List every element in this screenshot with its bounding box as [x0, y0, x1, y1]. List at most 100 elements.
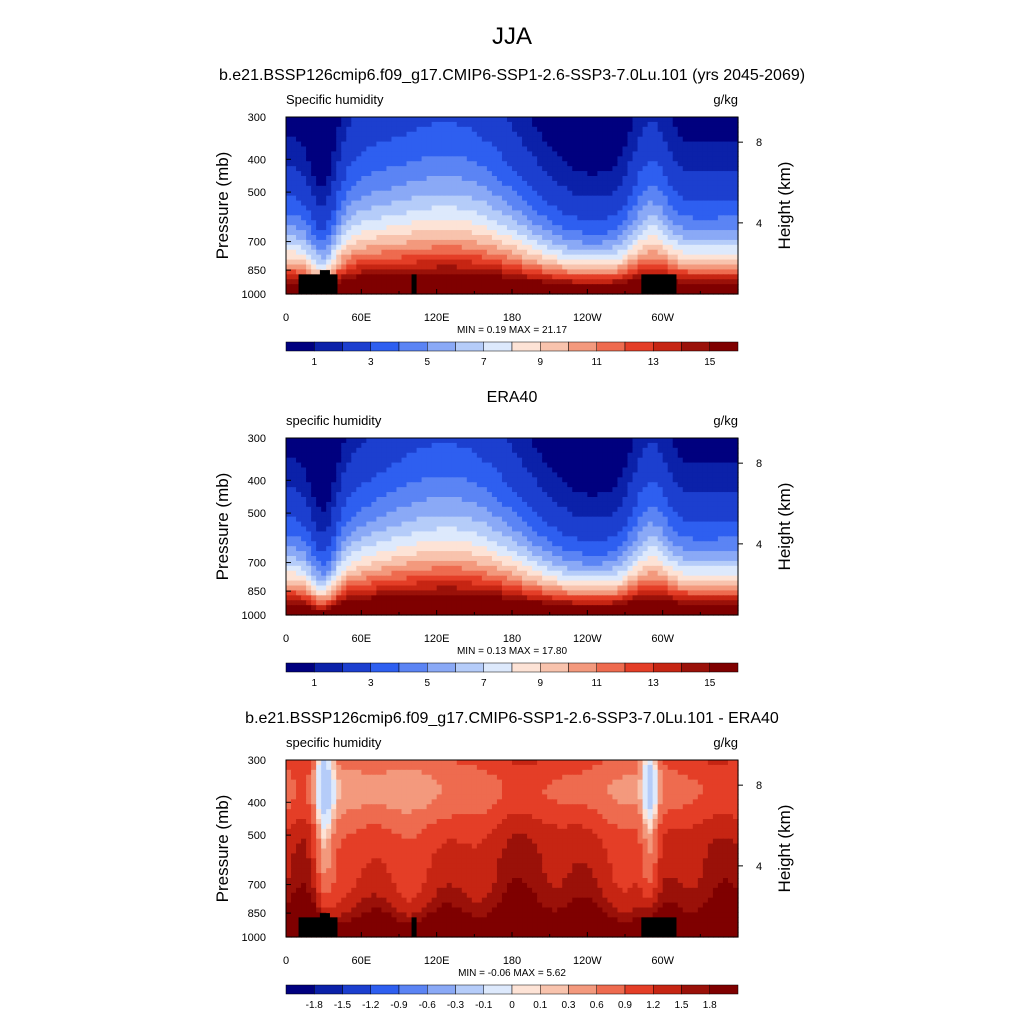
field-cell [522, 190, 528, 197]
field-cell [406, 171, 413, 177]
field-cell [391, 244, 398, 251]
field-cell [471, 472, 478, 478]
field-cell [411, 254, 418, 261]
field-cell [336, 171, 342, 177]
field-cell [321, 521, 327, 528]
field-cell [577, 477, 583, 483]
field-cell [667, 141, 674, 148]
field-cell [677, 225, 684, 231]
field-cell [366, 487, 372, 493]
field-cell [702, 492, 709, 498]
field-cell [527, 180, 533, 187]
field-cell [356, 457, 362, 464]
field-cell [722, 161, 729, 167]
field-cell [456, 289, 463, 295]
field-cell [667, 117, 674, 123]
field-cell [426, 289, 433, 295]
field-cell [617, 462, 624, 469]
field-cell [436, 259, 443, 266]
field-cell [391, 482, 398, 488]
field-cell [572, 195, 578, 202]
field-cell [667, 477, 674, 483]
field-cell [592, 457, 598, 464]
field-cell [471, 151, 478, 157]
field-cell [687, 180, 694, 187]
field-cell [607, 438, 614, 444]
field-cell [622, 472, 629, 478]
field-cell [532, 501, 538, 508]
field-cell [722, 487, 729, 493]
field-cell [577, 190, 583, 197]
field-cell [316, 195, 322, 202]
field-cell [341, 264, 347, 271]
field-cell [627, 205, 634, 212]
field-cell [547, 477, 553, 483]
field-cell [592, 279, 598, 285]
field-cell [667, 230, 674, 236]
field-cell [466, 269, 473, 275]
field-cell [316, 239, 322, 246]
field-cell [512, 249, 518, 256]
field-cell [491, 472, 498, 478]
field-cell [396, 526, 403, 533]
field-cell [506, 136, 513, 143]
field-cell [416, 185, 423, 192]
field-cell [436, 501, 443, 508]
field-cell [522, 239, 528, 246]
field-cell [597, 200, 603, 207]
field-cell [476, 210, 483, 216]
field-cell [727, 200, 734, 207]
field-cell [592, 176, 598, 182]
field-cell [371, 279, 377, 285]
field-cell [537, 482, 543, 488]
field-cell [522, 492, 528, 498]
field-cell [501, 200, 508, 207]
field-cell [296, 166, 302, 172]
field-cell [612, 501, 619, 508]
field-cell [617, 117, 624, 123]
field-cell [286, 121, 292, 128]
field-cell [501, 136, 508, 143]
field-cell [582, 185, 588, 192]
field-cell [416, 195, 423, 202]
field-cell [446, 117, 453, 123]
field-cell [517, 131, 523, 138]
field-cell [537, 235, 543, 241]
field-cell [351, 249, 357, 256]
field-cell [602, 230, 609, 236]
field-cell [702, 239, 709, 246]
field-cell [326, 146, 332, 153]
field-cell [416, 210, 423, 216]
field-cell [732, 274, 739, 280]
field-cell [667, 215, 674, 221]
field-cell [326, 121, 332, 128]
field-cell [647, 180, 654, 187]
field-cell [431, 215, 438, 221]
field-cell [481, 200, 488, 207]
field-cell [316, 200, 322, 207]
field-cell [542, 497, 548, 503]
field-cell [562, 462, 568, 469]
field-cell [381, 279, 388, 285]
field-cell [461, 477, 468, 483]
field-cell [336, 274, 342, 280]
field-cell [532, 511, 538, 518]
field-cell [376, 254, 383, 261]
field-cell [617, 289, 624, 295]
field-cell [602, 176, 609, 182]
field-cell [481, 141, 488, 148]
field-cell [291, 269, 297, 275]
field-cell [311, 269, 317, 275]
field-cell [537, 521, 543, 528]
field-cell [411, 249, 418, 256]
field-cell [682, 274, 689, 280]
field-cell [506, 279, 513, 285]
field-cell [637, 249, 644, 256]
field-cell [677, 176, 684, 182]
field-cell [567, 492, 573, 498]
field-cell [341, 131, 347, 138]
field-cell [617, 249, 624, 256]
field-cell [406, 447, 413, 454]
field-cell [506, 462, 513, 469]
field-cell [476, 126, 483, 133]
